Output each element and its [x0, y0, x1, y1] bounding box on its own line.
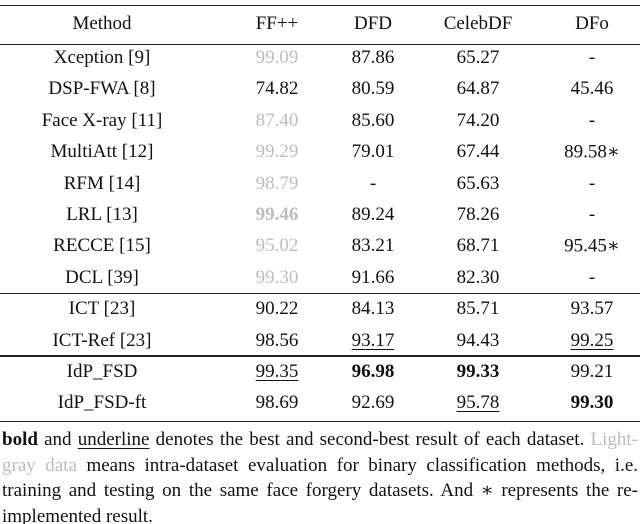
note-text: means intra-dataset evaluation for binar…	[2, 454, 638, 524]
value-cell: 89.24	[351, 204, 395, 225]
note-text: denotes the best and second-best result …	[149, 429, 591, 450]
value-cell: 78.26	[456, 204, 500, 225]
value-cell: -	[588, 47, 596, 68]
value-cell: 99.35	[255, 361, 299, 382]
value-cell: 64.87	[456, 78, 500, 100]
header-cell: CelebDF	[443, 13, 513, 34]
method-cell: ICT [23]	[68, 298, 136, 320]
table-rule	[0, 44, 640, 46]
method-cell: IdP_FSD-ft	[57, 392, 147, 414]
value-cell: 99.21	[570, 361, 614, 382]
method-cell: Xception [9]	[53, 47, 151, 68]
table-rule	[0, 5, 640, 7]
value-cell: 95.45∗	[564, 235, 620, 257]
method-cell: LRL [13]	[66, 204, 138, 225]
value-cell: 80.59	[351, 78, 395, 100]
value-cell: 65.63	[456, 172, 500, 194]
value-cell: -	[588, 109, 596, 131]
value-cell: -	[588, 204, 596, 225]
method-cell: DSP-FWA [8]	[48, 78, 156, 100]
method-cell: RFM [14]	[63, 172, 141, 194]
value-cell: 92.69	[351, 392, 395, 414]
value-cell: 93.57	[570, 298, 614, 320]
method-cell: MultiAtt [12]	[50, 141, 154, 163]
value-cell: 85.60	[351, 109, 395, 131]
value-cell: 98.56	[255, 329, 299, 351]
value-cell: 65.27	[456, 47, 500, 68]
note-text: and	[37, 429, 78, 450]
value-cell: 98.79	[255, 172, 299, 194]
method-cell: DCL [39]	[65, 266, 139, 288]
value-cell: -	[369, 172, 377, 194]
value-cell: 99.46	[255, 204, 299, 225]
value-cell: 74.82	[255, 78, 299, 100]
value-cell: 95.02	[255, 235, 299, 257]
value-cell: 99.30	[570, 392, 614, 414]
value-cell: -	[588, 172, 596, 194]
note-text: underline	[77, 429, 150, 450]
method-cell: Face X-ray [11]	[41, 109, 163, 131]
value-cell: 99.25	[570, 329, 614, 351]
header-cell: DFo	[575, 13, 609, 34]
note-text: bold	[2, 429, 38, 450]
method-cell: ICT-Ref [23]	[52, 329, 152, 351]
value-cell: 96.98	[351, 361, 395, 382]
value-cell: 83.21	[351, 235, 395, 257]
value-cell: 87.86	[351, 47, 395, 68]
value-cell: 94.43	[456, 329, 500, 351]
table-note: bold and underline denotes the best and …	[2, 427, 638, 524]
value-cell: 89.58∗	[564, 141, 620, 163]
value-cell: 95.78	[456, 392, 500, 414]
value-cell: 74.20	[456, 109, 500, 131]
method-cell: IdP_FSD	[66, 361, 138, 382]
table-rule	[0, 421, 640, 423]
value-cell: 68.71	[456, 235, 500, 257]
value-cell: 99.30	[255, 266, 299, 288]
value-cell: 82.30	[456, 266, 500, 288]
value-cell: -	[588, 266, 596, 288]
value-cell: 99.33	[456, 361, 500, 382]
method-cell: RECCE [15]	[53, 235, 151, 257]
value-cell: 87.40	[255, 109, 299, 131]
header-cell: FF++	[255, 13, 299, 34]
value-cell: 93.17	[351, 329, 395, 351]
value-cell: 91.66	[351, 266, 395, 288]
table-rule	[0, 292, 640, 294]
value-cell: 67.44	[456, 141, 500, 163]
table-rule	[0, 355, 640, 357]
value-cell: 79.01	[351, 141, 395, 163]
note-text: Light-gray data	[2, 429, 638, 476]
value-cell: 99.09	[255, 47, 299, 68]
value-cell: 85.71	[456, 298, 500, 320]
value-cell: 45.46	[570, 78, 614, 100]
value-cell: 84.13	[351, 298, 395, 320]
value-cell: 90.22	[255, 298, 299, 320]
value-cell: 99.29	[255, 141, 299, 163]
header-cell: DFD	[353, 13, 393, 34]
value-cell: 98.69	[255, 392, 299, 414]
header-cell: Method	[72, 13, 132, 34]
